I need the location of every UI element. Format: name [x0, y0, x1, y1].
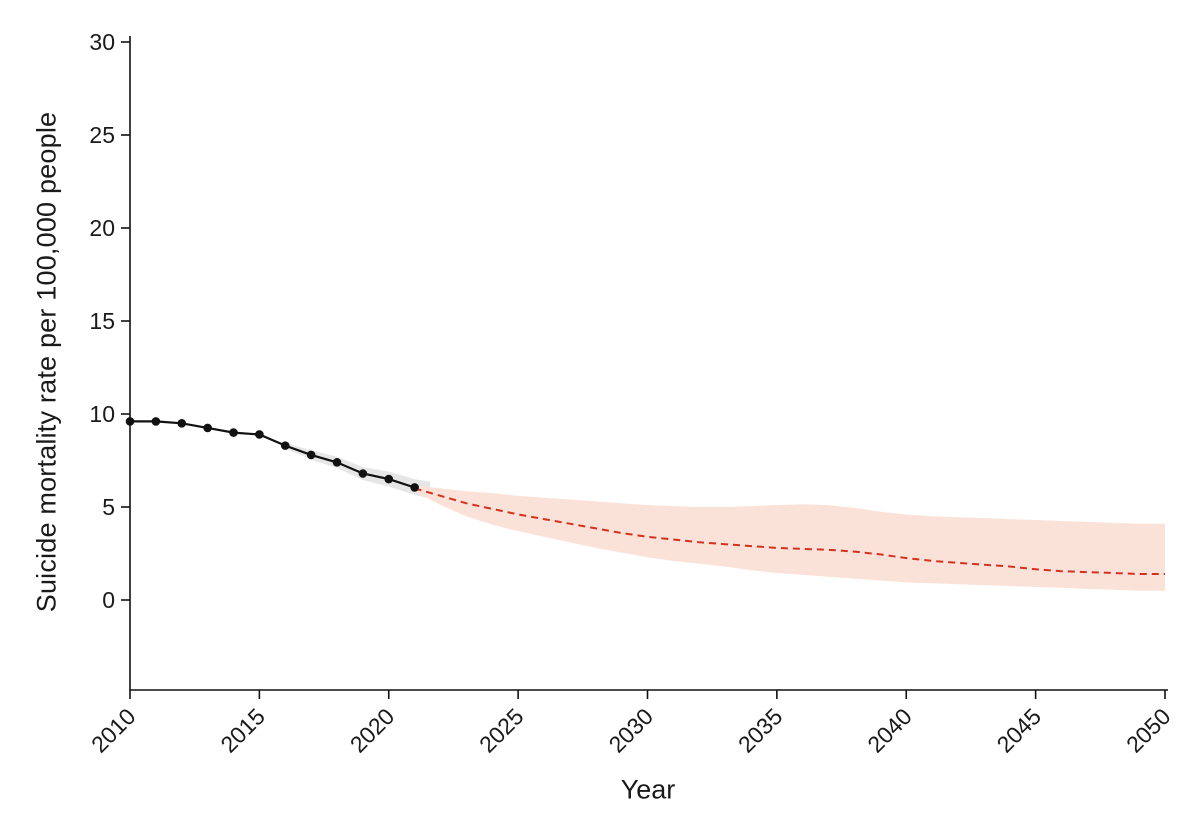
- observed-point: [203, 423, 212, 433]
- observed-point: [332, 458, 342, 467]
- x-axis-title: Year: [620, 774, 676, 805]
- observed-point: [280, 441, 290, 450]
- y-axis-title: Suicide mortality rate per 100,000 peopl…: [31, 111, 62, 613]
- y-tick-label: 10: [89, 401, 115, 427]
- observed-point: [229, 428, 238, 437]
- x-tick-label: 2030: [603, 703, 658, 758]
- observed-point: [358, 469, 368, 478]
- x-tick-label: 2045: [992, 703, 1047, 758]
- x-tick-label: 2010: [86, 703, 141, 758]
- y-tick-label: 30: [89, 29, 115, 55]
- y-tick-label: 5: [102, 494, 115, 520]
- forecast-ci-band: [414, 485, 1165, 591]
- observed-point: [306, 450, 316, 460]
- x-tick-label: 2040: [862, 703, 917, 758]
- observed-point: [151, 417, 161, 426]
- observed-point: [255, 430, 264, 439]
- y-tick-label: 20: [89, 215, 115, 241]
- y-tick-label: 0: [102, 587, 115, 613]
- observed-point: [384, 474, 394, 484]
- x-tick-label: 2035: [733, 703, 788, 758]
- y-tick-label: 25: [89, 122, 115, 148]
- observed-point: [177, 419, 187, 428]
- x-tick-label: 2020: [345, 703, 400, 758]
- x-tick-label: 2015: [215, 703, 270, 758]
- y-tick-label: 15: [89, 308, 115, 334]
- x-tick-label: 2025: [474, 703, 529, 758]
- observed-point: [410, 483, 419, 492]
- x-tick-label: 2050: [1121, 703, 1176, 758]
